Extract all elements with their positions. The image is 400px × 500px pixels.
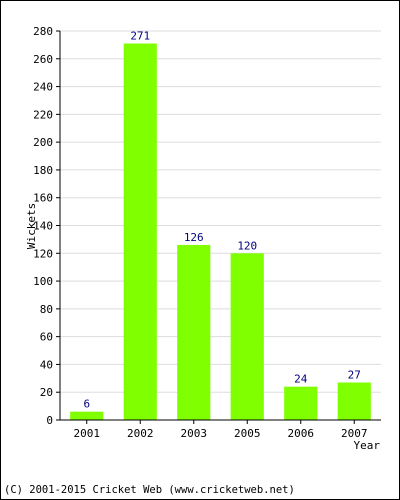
axes <box>59 31 381 421</box>
x-tick-label-2001: 2001 <box>74 427 101 440</box>
data-label-2005: 120 <box>237 239 257 252</box>
x-tick-label-2003: 2003 <box>181 427 208 440</box>
y-tick-label: 40 <box>40 358 53 371</box>
copyright-footer: (C) 2001-2015 Cricket Web (www.cricketwe… <box>4 484 295 496</box>
x-tick-label-2007: 2007 <box>341 427 368 440</box>
data-label-2006: 24 <box>294 373 308 386</box>
y-tick-label: 160 <box>33 192 53 205</box>
y-tick-label: 100 <box>33 275 53 288</box>
bar-2001 <box>70 411 104 420</box>
x-tick-label-2006: 2006 <box>288 427 315 440</box>
y-tick-label: 280 <box>33 25 53 38</box>
x-tick-label-2005: 2005 <box>234 427 261 440</box>
data-label-2002: 271 <box>130 30 150 43</box>
y-tick-label: 80 <box>40 303 53 316</box>
y-tick-labels: 0 20 40 60 80 100 120 140 160 180 200 220 240 260 280 <box>33 25 53 427</box>
bar-2002 <box>123 43 157 420</box>
y-tick-label: 20 <box>40 386 53 399</box>
y-tick-label: 180 <box>33 164 53 177</box>
bar-2006 <box>284 386 318 420</box>
y-tick-label: 60 <box>40 331 53 344</box>
bar-2005 <box>230 253 264 420</box>
y-tick-label: 0 <box>46 414 53 427</box>
bar-2007 <box>337 382 371 420</box>
bar-2003 <box>177 244 211 420</box>
y-tick-label: 140 <box>33 220 53 233</box>
data-label-2003: 126 <box>184 231 204 244</box>
y-tick-label: 200 <box>33 136 53 149</box>
x-tick-labels: 2001 2002 2003 2005 2006 2007 <box>74 420 368 440</box>
y-tick-label: 240 <box>33 81 53 94</box>
x-tick-label-2002: 2002 <box>127 427 154 440</box>
y-axis-title: Wickets <box>25 203 38 249</box>
y-tick-label: 120 <box>33 247 53 260</box>
data-label-2007: 27 <box>348 368 361 381</box>
gridlines <box>56 30 381 421</box>
data-label-2001: 6 <box>83 398 90 411</box>
y-tick-label: 260 <box>33 53 53 66</box>
x-axis-title: Year <box>354 439 381 452</box>
data-labels: 6 271 126 120 24 27 <box>83 30 360 411</box>
bars <box>70 43 371 420</box>
y-tick-label: 220 <box>33 108 53 121</box>
